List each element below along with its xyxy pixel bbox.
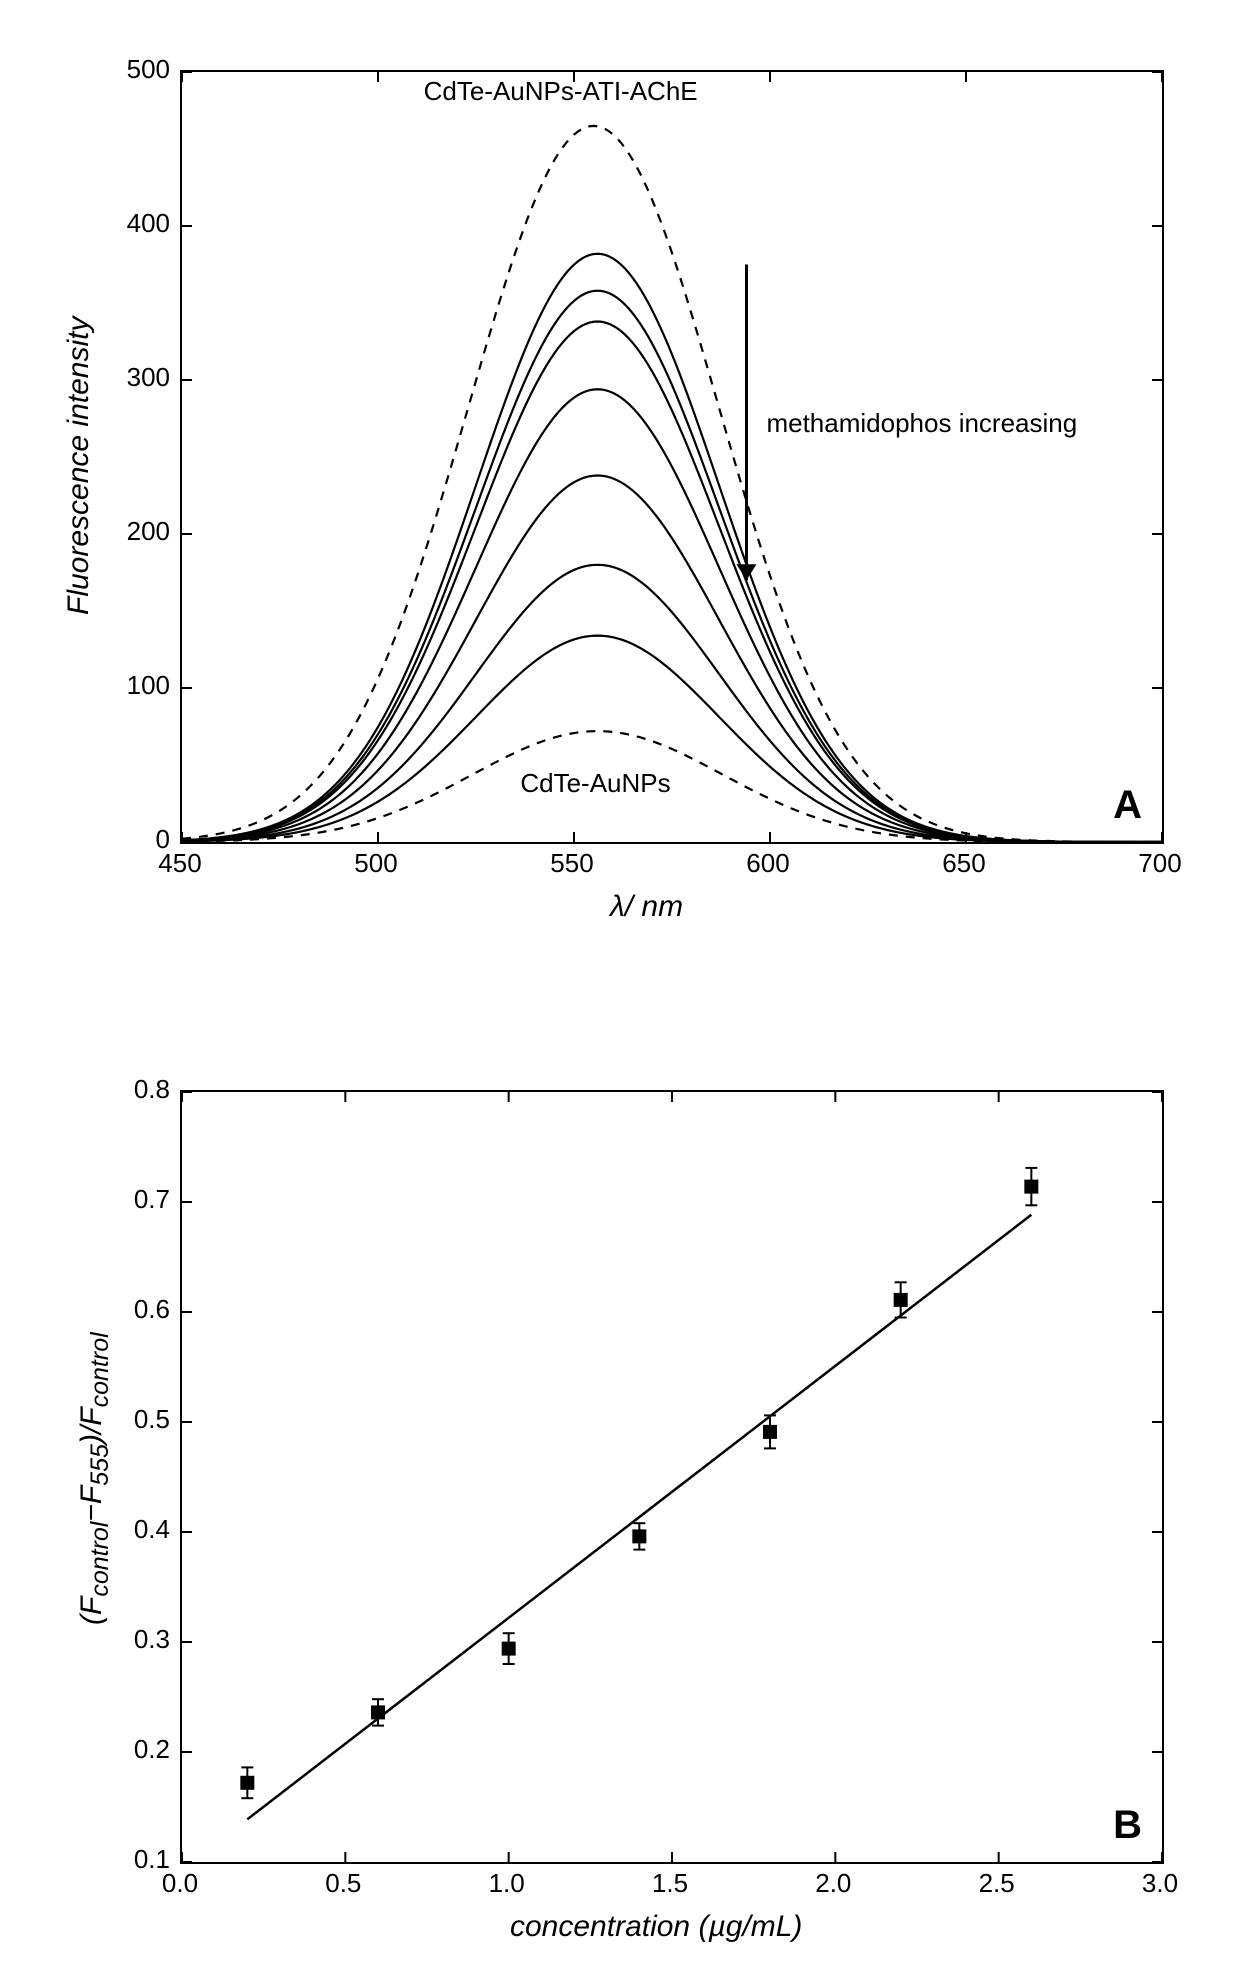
chart-a-plot-box: A CdTe-AuNPs-ATI-AChE CdTe-AuNPs methami… [180,70,1164,844]
x-tick-label: 500 [346,848,406,879]
y-tick-label: 0.4 [80,1514,170,1545]
y-tick-label: 0.5 [80,1404,170,1435]
y-tick-label: 0.3 [80,1624,170,1655]
x-tick-label: 700 [1130,848,1190,879]
y-tick-label: 0.1 [80,1844,170,1875]
y-tick-label: 500 [80,54,170,85]
chart-b-x-axis-label: concentration (µg/mL) [510,1910,802,1944]
y-tick-label: 0 [80,824,170,855]
y-tick-label: 0.7 [80,1184,170,1215]
y-tick-label: 0.2 [80,1734,170,1765]
x-tick-label: 1.5 [640,1868,700,1899]
chart-b-panel-letter: B [1113,1803,1142,1848]
x-tick-label: 2.0 [803,1868,863,1899]
chart-b-svg [182,1092,1162,1862]
y-tick-label: 100 [80,670,170,701]
y-tick-label: 300 [80,362,170,393]
x-tick-label: 0.5 [313,1868,373,1899]
chart-a-svg [182,72,1162,842]
y-tick-label: 0.6 [80,1294,170,1325]
chart-b-plot-box: B [180,1090,1164,1864]
y-tick-label: 200 [80,516,170,547]
y-tick-label: 400 [80,208,170,239]
x-tick-label: 2.5 [967,1868,1027,1899]
x-tick-label: 650 [934,848,994,879]
chart-a-panel-letter: A [1113,783,1142,828]
x-tick-label: 600 [738,848,798,879]
page: A CdTe-AuNPs-ATI-AChE CdTe-AuNPs methami… [0,0,1240,1984]
x-tick-label: 1.0 [477,1868,537,1899]
x-tick-label: 550 [542,848,602,879]
chart-a-x-axis-label: λ/ nm [610,890,683,924]
x-tick-label: 3.0 [1130,1868,1190,1899]
chart-a-arrow-label: methamidophos increasing [766,408,1077,439]
chart-a-top-label: CdTe-AuNPs-ATI-AChE [424,76,698,107]
chart-a-bottom-label: CdTe-AuNPs [520,768,670,799]
chart-b-y-axis-label: (Fcontrol−F555)/Fcontrol [75,1332,115,1625]
y-tick-label: 0.8 [80,1074,170,1105]
